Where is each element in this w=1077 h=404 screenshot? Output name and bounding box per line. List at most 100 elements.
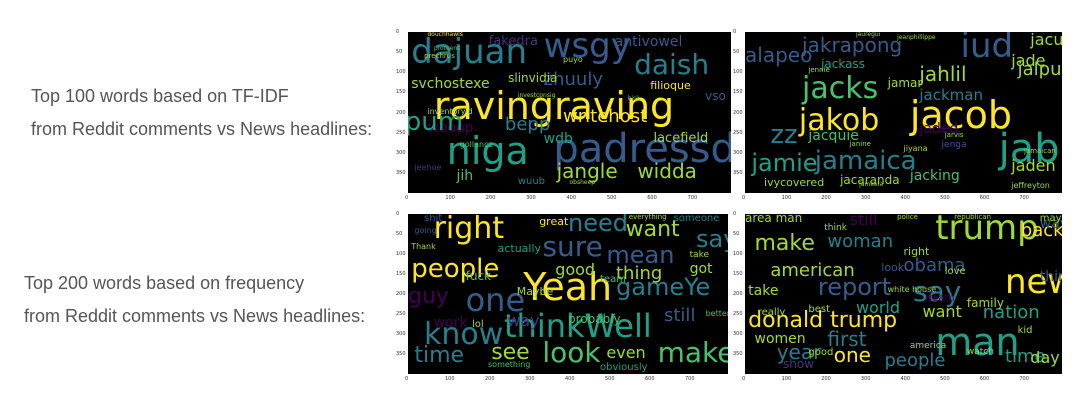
wordcloud-word: death <box>925 293 955 304</box>
y-tick-label: 50 <box>396 49 403 56</box>
wordcloud-word: ravingraving <box>433 83 675 128</box>
wordcloud-word: ivycovered <box>764 175 825 189</box>
wordcloud-word: jalpur <box>1017 58 1062 80</box>
wordcloud-word: jih <box>456 167 474 184</box>
wordcloud-word: really <box>757 307 786 319</box>
wordcloud-word: look <box>881 261 905 274</box>
wordcloud-word: wooop <box>427 119 474 136</box>
x-tick-label: 500 <box>940 376 950 382</box>
wordcloud-word: jab <box>998 125 1060 172</box>
wordcloud-word: jameela <box>859 180 884 188</box>
wordcloud-word: family <box>966 296 1004 311</box>
x-tick-label: 300 <box>860 376 871 382</box>
y-tick-label: 300 <box>733 331 743 337</box>
wordcloud-word: still <box>664 304 696 326</box>
x-tick-label: 600 <box>645 376 655 382</box>
wordcloud-word: world <box>855 298 900 318</box>
wordcloud-word: inventoryid <box>427 106 473 116</box>
wordcloud-word: alapeo <box>745 42 813 67</box>
x-tick-label: 200 <box>821 195 831 201</box>
wordcloud-word: think <box>824 222 847 233</box>
wordcloud-word: obsheep <box>569 179 596 187</box>
wordcloud-word: police <box>897 214 918 221</box>
y-tick-label: 200 <box>733 291 743 297</box>
wordcloud-word: right <box>903 245 930 258</box>
wordcloud-word: wuub <box>517 175 546 187</box>
x-tick-label: 600 <box>979 195 990 201</box>
wordcloud-word: good <box>808 347 834 359</box>
frequency-label-line-2: from Reddit comments vs News headlines: <box>24 306 366 326</box>
wordcloud-word: republican <box>954 214 992 221</box>
x-tick-label: 600 <box>979 376 990 382</box>
wordcloud-word: gameYe <box>616 272 711 301</box>
wordcloud-word: obviously <box>600 361 648 373</box>
frequency-label-line-1: Top 200 words based on frequency <box>24 273 305 293</box>
wordcloud-word: take <box>748 283 779 300</box>
tfidf-reddit-wordcloud: ravingraving padressd niga dajuan wsgy daish w… <box>408 32 731 193</box>
wordcloud-word: team <box>600 273 626 285</box>
wordcloud-word: still <box>849 214 878 230</box>
wordcloud-word: Maybe <box>516 285 554 298</box>
wordcloud-word: watch <box>966 347 994 358</box>
wordcloud-word: lol <box>472 318 484 330</box>
wordcloud-word: want <box>922 301 962 321</box>
wordcloud-word: thinkWell <box>504 307 652 345</box>
wordcloud-word: niga <box>446 128 529 173</box>
wordcloud-word: way <box>1039 216 1062 233</box>
wordcloud-word: zhuuly <box>543 68 603 90</box>
x-tick-label: 100 <box>445 195 455 201</box>
wordcloud-word: jeanphillippe <box>897 34 936 42</box>
wordcloud-word: jacaranda <box>840 172 900 187</box>
y-tick-label: 50 <box>396 231 403 237</box>
x-tick-label: 500 <box>940 195 950 201</box>
wordcloud-word: best <box>808 304 831 316</box>
wordcloud-word: jangle <box>556 158 618 183</box>
wordcloud-word: jennie <box>808 66 830 75</box>
wordcloud-word: love <box>944 265 966 277</box>
x-tick-label: 0 <box>742 195 746 201</box>
wordcloud-word: daish <box>634 48 710 82</box>
wordcloud-word: actually <box>497 241 542 255</box>
x-tick-label: 700 <box>1019 376 1029 382</box>
y-tick-label: 150 <box>396 89 406 96</box>
wordcloud-word: guy <box>408 284 449 309</box>
wordcloud-word: man <box>935 319 1020 364</box>
wordcloud-word: jacking <box>909 167 960 184</box>
frequency-reddit-wordcloud: Yeah thinkWell one right know people look make s… <box>408 214 728 374</box>
y-tick-label: 350 <box>396 351 406 357</box>
wordcloud-word: see <box>491 340 530 365</box>
y-tick-label: 350 <box>396 169 406 176</box>
wordcloud-word: thing <box>1039 269 1062 285</box>
wordcloud-word: nation <box>982 301 1040 323</box>
x-tick-label: 500 <box>606 195 617 201</box>
wordcloud-word: going <box>414 225 437 235</box>
x-tick-label: 0 <box>742 376 746 382</box>
y-tick-label: 200 <box>396 291 406 297</box>
wordcloud-word: say <box>913 275 962 308</box>
x-tick-label: 100 <box>781 195 792 201</box>
y-tick-label: 200 <box>396 109 406 116</box>
wordcloud-word: work <box>433 315 468 332</box>
wordcloud-word: want <box>625 216 680 242</box>
x-tick-label: 100 <box>781 376 792 382</box>
wordcloud-word: woman <box>827 231 894 253</box>
wordcloud-word: bepp <box>504 113 551 135</box>
wordcloud-word: day <box>1030 348 1060 367</box>
wordcloud-word: shit <box>424 214 443 224</box>
wordcloud-word: jenga <box>941 140 967 151</box>
wordcloud-word: time <box>1004 346 1046 368</box>
wordcloud-word: kid <box>1017 325 1033 336</box>
wordcloud-word: iud <box>960 32 1014 66</box>
wordcloud-word: say <box>696 224 728 253</box>
y-tick-label: 300 <box>733 149 743 156</box>
wordcloud-word: jakrapong <box>802 33 903 58</box>
wordcloud-word: jahlil <box>919 62 967 87</box>
wordcloud-word: wdb <box>543 130 573 147</box>
y-tick-label: 0 <box>733 211 737 217</box>
frequency-news-wordcloud: trump man new make donald trump report say woma… <box>745 214 1062 374</box>
wordcloud-word: right <box>433 214 505 246</box>
wordcloud-word: america <box>909 341 947 351</box>
wordcloud-word: jacob <box>909 93 1012 138</box>
y-tick-label: 250 <box>733 311 743 317</box>
x-tick-label: 100 <box>445 376 455 382</box>
